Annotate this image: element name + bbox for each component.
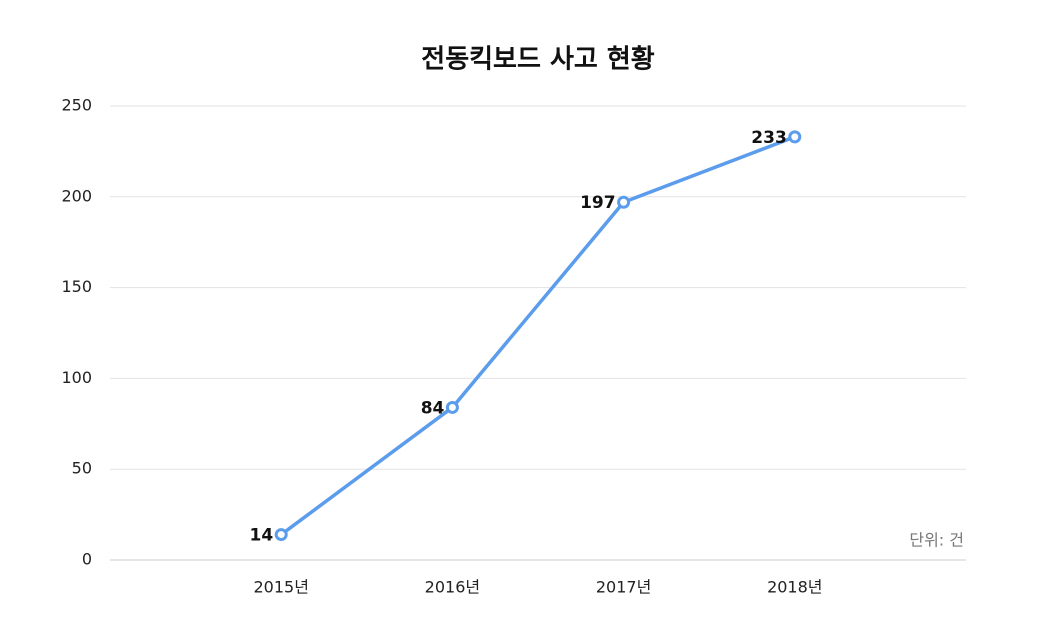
line: [280, 135, 796, 536]
y-tick-label: 0: [82, 550, 92, 569]
point: [445, 400, 459, 414]
y-tick-label: 100: [61, 368, 92, 387]
value-label: 233: [751, 128, 787, 148]
value-label: 14: [250, 526, 274, 546]
x-tick-label: 2015년: [253, 578, 308, 597]
x-tick-label: 2016년: [425, 578, 480, 597]
y-tick-label: 200: [61, 186, 92, 205]
x-tick-label: 2018년: [767, 578, 822, 597]
y-tick-label: 250: [61, 96, 92, 115]
chart-title: 전동킥보드 사고 현황: [421, 45, 654, 75]
x-tick-label: 2017년: [596, 578, 651, 597]
unit-note: 단위: 건: [909, 531, 964, 550]
y-tick-label: 150: [61, 277, 92, 296]
point: [788, 130, 802, 144]
value-label: 84: [421, 398, 445, 418]
y-tick-label: 50: [72, 459, 92, 478]
point: [274, 528, 288, 542]
point: [617, 195, 631, 209]
value-label: 197: [580, 193, 616, 213]
